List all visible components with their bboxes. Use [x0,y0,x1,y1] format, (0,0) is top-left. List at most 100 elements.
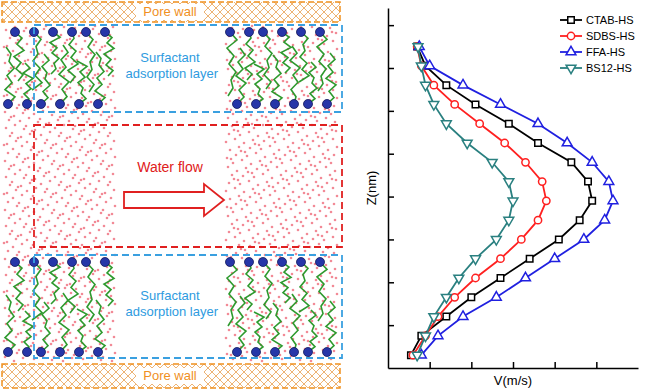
water-molecule [235,252,238,255]
water-molecule [46,139,49,142]
water-molecule [328,109,331,112]
water-molecule [312,189,315,192]
water-molecule [60,230,63,233]
water-molecule [50,147,53,150]
water-molecule [270,259,273,262]
flow-arrow [124,184,224,216]
water-molecule [61,50,64,53]
water-molecule [42,61,45,64]
water-molecule [313,303,316,306]
water-molecule [85,252,88,255]
water-molecule [87,249,90,252]
water-molecule [240,248,243,251]
water-molecule [59,67,62,70]
water-molecule [271,128,274,131]
tick [388,325,394,326]
surfactant-head [290,100,299,109]
water-molecule [104,45,107,48]
water-molecule [85,154,88,157]
water-molecule [17,137,20,140]
surfactant-head [290,348,299,357]
water-molecule [292,289,295,292]
water-molecule [12,148,15,151]
water-molecule [247,171,250,174]
water-molecule [229,345,232,348]
water-molecule [62,262,65,265]
water-molecule [3,144,6,147]
data-point [421,333,431,342]
water-molecule [227,68,230,71]
surfactant-head [23,100,32,109]
data-point [472,274,479,281]
water-molecule [30,149,33,152]
water-molecule [63,173,66,176]
water-molecule [282,80,285,83]
water-molecule [93,93,96,96]
water-molecule [249,196,252,199]
water-molecule [100,114,103,117]
water-molecule [51,212,54,215]
water-molecule [106,315,109,318]
water-molecule [28,166,31,169]
water-molecule [15,189,18,192]
water-molecule [85,350,88,353]
legend-marker [567,32,574,39]
water-molecule [7,54,10,57]
water-molecule [24,158,27,161]
water-molecule [4,209,7,212]
water-molecule [267,218,270,221]
water-molecule [61,295,64,298]
water-molecule [25,223,28,226]
water-molecule [18,55,21,58]
water-molecule [44,240,47,243]
water-molecule [293,249,296,252]
y-axis [388,9,394,369]
water-molecule [53,160,56,163]
water-molecule [279,305,282,308]
water-molecule [69,87,72,90]
water-molecule [80,228,83,231]
water-molecule [249,98,252,101]
water-molecule [276,166,279,169]
water-molecule [310,360,313,363]
surfactant-tail [317,262,327,321]
water-molecule [30,198,33,201]
water-molecule [318,145,321,148]
water-molecule [274,288,277,291]
water-molecule [7,201,10,204]
water-molecule [89,85,92,88]
water-molecule [16,303,19,306]
surfactant-head [82,28,91,37]
water-molecule [75,92,78,95]
water-molecule [301,41,304,44]
water-molecule [283,236,286,239]
water-molecule [258,242,261,245]
water-molecule [246,302,249,305]
water-molecule [93,191,96,194]
water-molecule [254,192,257,195]
water-molecule [45,172,48,175]
water-molecule [17,88,20,91]
water-molecule [41,297,44,300]
surfactant-head [56,100,65,109]
water-molecule [93,240,96,243]
water-molecule [34,80,37,83]
water-molecule [255,201,258,204]
water-molecule [23,177,26,180]
water-molecule [83,129,86,132]
surfactant-head [11,28,20,37]
water-molecule [268,234,271,237]
water-molecule [265,312,268,315]
water-molecule [52,144,55,147]
water-molecule [290,159,293,162]
water-molecule [62,115,65,118]
water-molecule [63,320,66,323]
water-molecule [102,62,105,65]
water-molecule [81,244,84,247]
water-molecule [30,247,33,250]
water-molecules [3,25,339,363]
water-molecule [321,88,324,91]
water-molecule [71,63,74,66]
water-molecule [92,273,95,276]
water-molecule [252,237,255,240]
